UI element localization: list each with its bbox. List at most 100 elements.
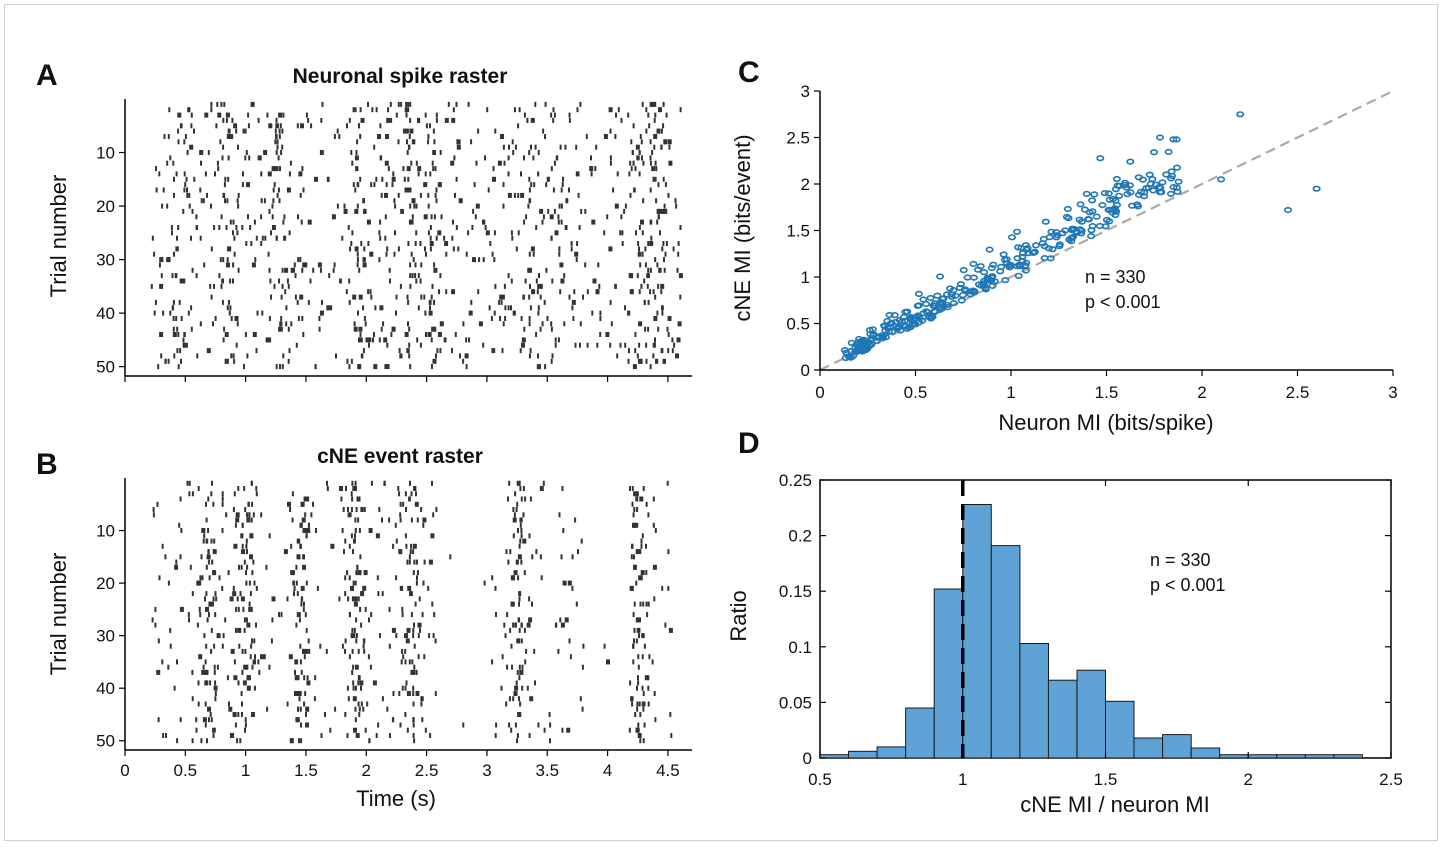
raster-mark — [232, 585, 235, 591]
scatter-point — [1022, 246, 1031, 253]
raster-mark — [574, 517, 577, 523]
raster-mark — [606, 214, 609, 220]
raster-mark — [265, 337, 270, 343]
raster-mark — [247, 501, 250, 507]
raster-mark — [395, 633, 398, 639]
raster-mark — [254, 257, 257, 263]
raster-mark — [207, 496, 210, 502]
raster-mark — [539, 208, 544, 214]
raster-mark — [217, 166, 220, 172]
raster-mark — [330, 543, 335, 549]
raster-mark — [260, 241, 263, 246]
raster-mark — [651, 166, 656, 172]
raster-mark — [352, 696, 357, 702]
raster-mark — [292, 580, 295, 586]
raster-mark — [157, 717, 160, 723]
raster-mark — [172, 316, 175, 321]
raster-mark — [562, 580, 567, 586]
raster-mark — [271, 596, 276, 602]
raster-mark — [175, 316, 178, 321]
raster-mark — [384, 192, 388, 198]
raster-mark — [210, 107, 213, 113]
raster-mark — [473, 182, 476, 188]
raster-mark — [260, 171, 263, 177]
raster-mark — [405, 107, 410, 113]
raster-mark — [248, 512, 251, 518]
raster-mark — [321, 299, 323, 305]
raster-mark — [677, 241, 680, 246]
raster-mark — [273, 283, 276, 289]
raster-mark — [284, 267, 289, 273]
raster-mark — [177, 332, 180, 337]
scatter-point — [858, 340, 867, 347]
raster-mark — [218, 273, 221, 279]
raster-mark — [508, 722, 511, 728]
scatter-point — [1236, 111, 1245, 118]
raster-mark — [275, 123, 278, 129]
raster-mark — [253, 685, 256, 691]
raster-mark — [197, 701, 200, 707]
raster-mark — [381, 696, 384, 702]
histogram-bar — [1076, 669, 1106, 759]
raster-mark — [392, 691, 395, 696]
raster-mark — [255, 235, 258, 241]
raster-mark — [155, 166, 157, 172]
raster-mark — [520, 528, 523, 533]
raster-mark — [214, 680, 217, 686]
raster-mark — [363, 570, 368, 576]
raster-mark — [531, 554, 534, 560]
raster-mark — [475, 160, 478, 166]
raster-mark — [424, 727, 427, 733]
x-tick-label: 4 — [603, 761, 612, 780]
raster-mark — [406, 627, 411, 633]
raster-mark — [647, 675, 650, 681]
raster-mark — [415, 580, 418, 586]
panel-c-scatter: cNE MI (bits/event) Neuron MI (bits/spik… — [730, 82, 1398, 435]
raster-mark — [239, 591, 242, 597]
raster-mark — [379, 219, 382, 225]
raster-mark — [537, 310, 540, 316]
raster-mark — [327, 176, 330, 182]
raster-mark — [570, 241, 573, 246]
scatter-point — [1140, 193, 1149, 200]
raster-mark — [410, 251, 413, 257]
raster-mark — [245, 538, 248, 544]
scatter-point — [849, 352, 858, 359]
raster-mark — [313, 696, 316, 702]
raster-mark — [235, 517, 240, 523]
raster-mark — [233, 251, 236, 257]
raster-mark — [652, 564, 657, 570]
raster-mark — [308, 648, 311, 654]
raster-mark — [378, 337, 381, 343]
raster-mark — [657, 214, 660, 220]
raster-mark — [263, 198, 266, 204]
raster-mark — [179, 348, 182, 354]
raster-mark — [245, 241, 248, 246]
raster-mark — [342, 507, 345, 512]
raster-mark — [535, 332, 538, 337]
histogram-bar — [1219, 754, 1249, 759]
raster-mark — [581, 706, 584, 712]
raster-mark — [235, 342, 238, 348]
raster-mark — [270, 638, 273, 644]
raster-mark — [498, 299, 501, 305]
raster-mark — [641, 251, 644, 257]
raster-mark — [512, 533, 515, 539]
raster-mark — [377, 591, 380, 597]
raster-mark — [198, 606, 201, 612]
raster-mark — [623, 208, 626, 214]
raster-mark — [434, 638, 437, 644]
raster-mark — [599, 310, 602, 316]
scatter-point — [946, 285, 955, 292]
raster-mark — [305, 262, 308, 268]
raster-mark — [356, 257, 359, 263]
raster-mark — [608, 246, 613, 252]
raster-mark — [228, 706, 233, 712]
raster-mark — [222, 117, 225, 123]
raster-mark — [582, 643, 585, 649]
raster-mark — [399, 353, 402, 359]
raster-mark — [390, 117, 393, 123]
raster-mark — [560, 278, 565, 284]
raster-mark — [221, 643, 224, 649]
raster-mark — [548, 712, 551, 717]
